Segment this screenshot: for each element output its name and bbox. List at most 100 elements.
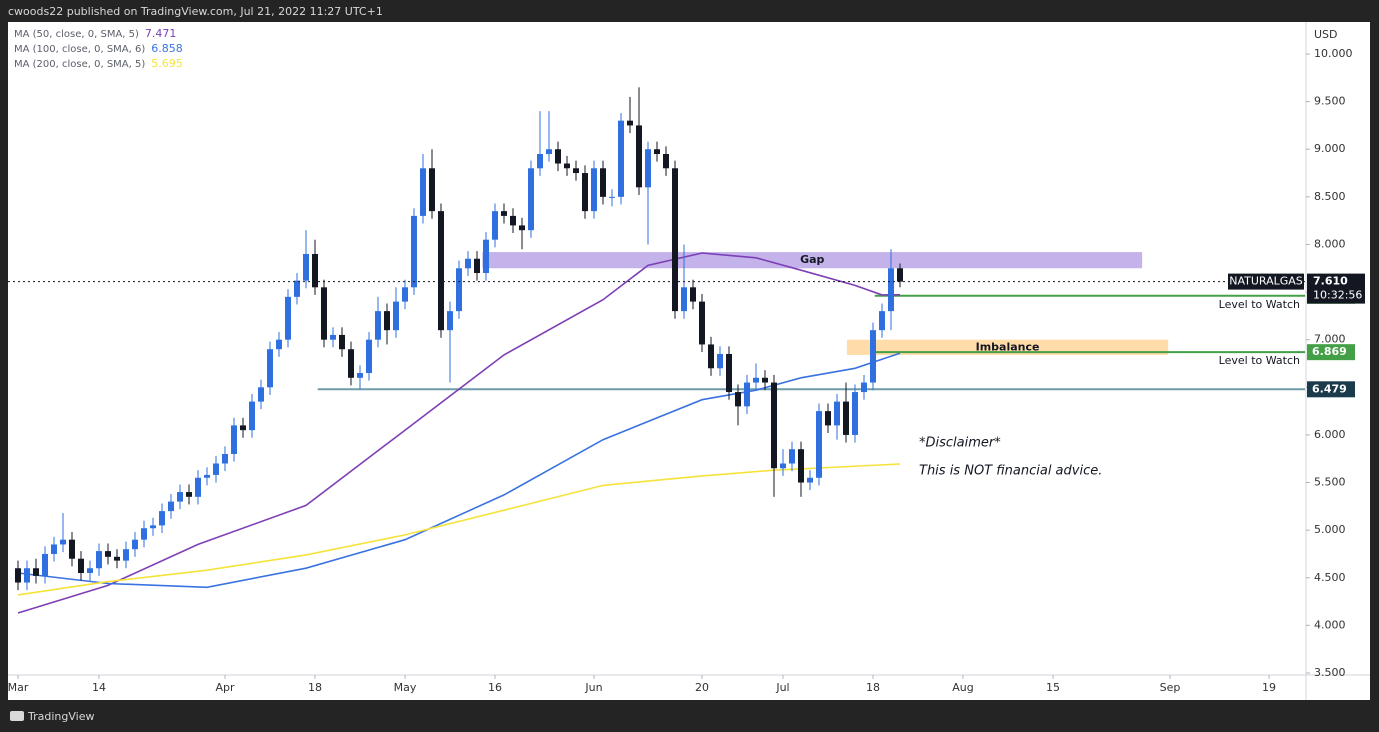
chart-panel — [8, 22, 1370, 700]
candle-body — [257, 387, 264, 402]
level-box — [1307, 344, 1355, 361]
x-tick-label: May — [394, 681, 417, 694]
candle-body — [59, 539, 66, 545]
level-box — [1307, 381, 1355, 398]
candle-body — [644, 149, 651, 188]
candle-body — [653, 149, 660, 154]
y-tick-label: 3.500 — [1314, 666, 1346, 679]
candle-body — [878, 311, 885, 331]
candle-body — [239, 425, 246, 431]
candle-body — [491, 211, 498, 240]
symbol-box — [1228, 273, 1304, 290]
y-tick-label: 5.000 — [1314, 523, 1346, 536]
candle-body — [536, 153, 543, 169]
last-price-label: 7.610 — [1313, 275, 1348, 288]
candle-body — [608, 196, 615, 198]
last-price-box — [1307, 273, 1365, 304]
candle-body — [527, 168, 534, 231]
x-tick-label: 19 — [1262, 681, 1276, 694]
candle-body — [311, 253, 318, 288]
candle-body — [86, 568, 93, 574]
candle-body — [140, 528, 147, 540]
x-tick-label: Mar — [8, 681, 29, 694]
moving-average — [17, 463, 901, 596]
legend-name: MA (100, close, 0, SMA, 6) — [14, 44, 145, 55]
candle-body — [113, 556, 120, 561]
candle-body — [716, 353, 723, 369]
candle-body — [806, 477, 813, 483]
candle-body — [167, 501, 174, 512]
x-tick-label: Jul — [775, 681, 789, 694]
y-tick-label: 6.000 — [1314, 428, 1346, 441]
candle-body — [545, 149, 552, 154]
candle-body — [860, 382, 867, 393]
zone-label: Gap — [800, 253, 824, 266]
logo-icon — [10, 711, 24, 721]
candle-body — [761, 377, 768, 383]
candle-body — [626, 120, 633, 126]
y-tick-label: 7.000 — [1314, 333, 1346, 346]
candle-body — [338, 334, 345, 350]
candle-body — [95, 551, 102, 569]
footer-brand: TradingView — [27, 710, 94, 723]
candle-body — [158, 511, 165, 526]
candle-body — [707, 344, 714, 369]
candle-body — [221, 453, 228, 464]
candle-body — [365, 339, 372, 374]
annotation: This is NOT financial advice. — [919, 464, 1102, 479]
candle-body — [824, 411, 831, 426]
level-label: 6.869 — [1312, 345, 1347, 358]
candle-body — [356, 373, 363, 378]
candle-body — [788, 449, 795, 464]
moving-average — [17, 352, 901, 589]
legend-name: MA (50, close, 0, SMA, 5) — [14, 29, 139, 40]
y-tick-label: 5.500 — [1314, 476, 1346, 489]
legend-value: 7.471 — [145, 27, 177, 40]
candle-body — [581, 173, 588, 212]
candle-body — [203, 474, 210, 478]
publish-info: cwoods22 published on TradingView.com, J… — [8, 5, 383, 18]
x-tick-label: 15 — [1046, 681, 1060, 694]
candle-body — [149, 525, 156, 529]
candle-body — [815, 411, 822, 478]
zone — [482, 252, 1143, 269]
x-tick-label: 16 — [488, 681, 502, 694]
x-tick-label: Apr — [215, 681, 235, 694]
zone-label: Imbalance — [976, 340, 1040, 353]
candle-body — [482, 239, 489, 274]
candle-body — [23, 568, 30, 583]
plot-area — [14, 87, 1305, 614]
candle-body — [797, 449, 804, 483]
candle-body — [428, 168, 435, 212]
candle-body — [401, 287, 408, 302]
y-tick-label: 8.500 — [1314, 190, 1346, 203]
annotation: *Disclaimer* — [919, 436, 1001, 451]
y-tick-label: 4.500 — [1314, 571, 1346, 584]
countdown: 10:32:56 — [1313, 289, 1362, 302]
y-tick-label: 9.000 — [1314, 142, 1346, 155]
candle-body — [230, 425, 237, 454]
x-tick-label: 20 — [695, 681, 709, 694]
candle-body — [32, 568, 39, 576]
x-tick-label: Sep — [1160, 681, 1181, 694]
zone — [846, 339, 1169, 355]
candle-body — [518, 225, 525, 231]
level-label: 6.479 — [1312, 382, 1347, 395]
candle-body — [743, 382, 750, 407]
legend-value: 5.695 — [151, 57, 183, 70]
moving-average — [17, 252, 901, 614]
y-tick-label: 10.000 — [1314, 47, 1353, 60]
candle-body — [50, 544, 57, 554]
candle-body — [869, 330, 876, 383]
candle-body — [509, 215, 516, 226]
candle-body — [500, 211, 507, 216]
candle-body — [464, 258, 471, 269]
candle-body — [284, 296, 291, 340]
candle-body — [887, 268, 894, 312]
candle-body — [689, 287, 696, 302]
candle-body — [419, 168, 426, 216]
candle-body — [698, 301, 705, 345]
candle-body — [572, 168, 579, 174]
x-tick-label: 18 — [866, 681, 880, 694]
candle-body — [410, 215, 417, 288]
